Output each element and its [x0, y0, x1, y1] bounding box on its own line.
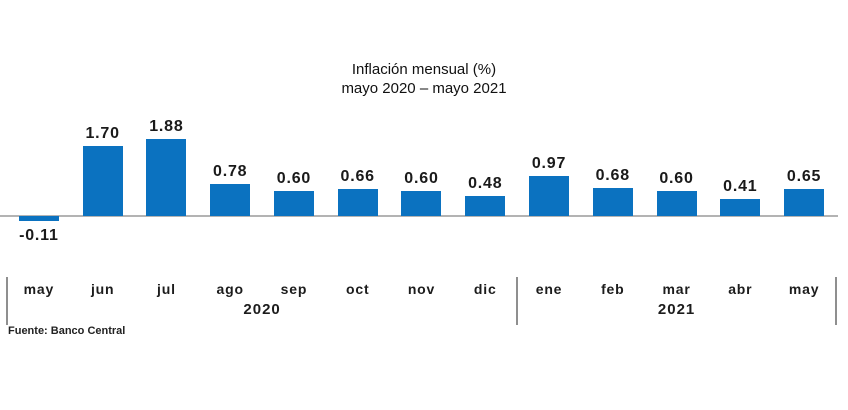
value-label: 0.41 — [723, 178, 758, 196]
month-label-jun-1: jun — [90, 281, 115, 297]
year-label-2021: 2021 — [657, 301, 696, 318]
bar-column-mar-10: 0.60 — [645, 0, 709, 260]
bar-column-jul-2: 1.88 — [135, 0, 199, 260]
month-label-may-0: may — [23, 281, 55, 297]
month-label-nov-6: nov — [407, 281, 436, 297]
axis-separator — [6, 277, 8, 325]
bar — [210, 184, 251, 216]
value-label: 0.60 — [659, 170, 694, 188]
bar-column-sep-4: 0.60 — [262, 0, 326, 260]
chart-title: Inflación mensual (%) — [351, 61, 497, 78]
axis-separator — [835, 277, 837, 325]
value-label: 0.68 — [595, 167, 630, 185]
bar-column-may-12: 0.65 — [772, 0, 836, 260]
bar — [656, 191, 697, 216]
year-axis: 2020 2021 — [7, 301, 836, 318]
value-label: 0.48 — [468, 175, 503, 193]
x-axis-line — [0, 215, 838, 217]
chart-header: Inflación mensual (%) mayo 2020 – mayo 2… — [0, 60, 848, 98]
value-label: 0.65 — [786, 168, 822, 186]
source-note: Fuente: Banco Central — [8, 325, 126, 337]
bar — [18, 216, 59, 221]
month-label-ago-3: ago — [216, 281, 244, 297]
month-label-feb-9: feb — [601, 281, 625, 297]
month-label-oct-5: oct — [346, 281, 370, 297]
value-label: 0.60 — [404, 170, 439, 188]
bar-column-ene-8: 0.97 — [517, 0, 581, 260]
month-label-abr-11: abr — [728, 281, 753, 297]
value-label: 0.60 — [276, 170, 312, 188]
bar-column-feb-9: 0.68 — [581, 0, 645, 260]
bar — [465, 196, 506, 216]
chart-subtitle: mayo 2020 – mayo 2021 — [341, 80, 507, 97]
bar — [273, 191, 314, 216]
month-label-jul-2: jul — [157, 281, 176, 297]
plot-area: -0.11 1.70 1.88 0.78 0.60 0.66 0.60 0.48 0.97 0.6… — [7, 0, 836, 260]
month-label-mar-10: mar — [662, 281, 691, 297]
month-label-dic-7: dic — [473, 281, 497, 297]
value-label: 0.66 — [340, 167, 375, 185]
bar — [146, 138, 187, 216]
value-label: 0.97 — [531, 155, 567, 173]
axis-separator — [516, 277, 519, 325]
bar — [784, 189, 825, 216]
bar-column-may-0: -0.11 — [7, 0, 71, 260]
bar-column-dic-7: 0.48 — [453, 0, 517, 260]
month-label-ene-8: ene — [535, 281, 563, 297]
bar-column-jun-1: 1.70 — [71, 0, 135, 260]
month-label-sep-4: sep — [280, 281, 308, 297]
bar — [337, 188, 378, 216]
bar — [401, 191, 442, 216]
value-label: 1.88 — [149, 117, 184, 135]
month-axis: may jun jul ago sep oct nov dic ene feb mar abr may — [7, 281, 836, 297]
value-label: 0.78 — [213, 163, 248, 181]
bar-column-nov-6: 0.60 — [390, 0, 454, 260]
bar-column-ago-3: 0.78 — [198, 0, 262, 260]
bar — [82, 146, 123, 216]
year-label-2020: 2020 — [243, 301, 281, 318]
bar — [720, 199, 761, 216]
value-label: -0.11 — [19, 226, 59, 244]
value-label: 1.70 — [85, 125, 120, 143]
bar-column-abr-11: 0.41 — [708, 0, 772, 260]
bar — [529, 176, 569, 216]
bar-column-oct-5: 0.66 — [326, 0, 390, 260]
month-label-may-12: may — [788, 281, 820, 297]
bar — [592, 188, 633, 216]
